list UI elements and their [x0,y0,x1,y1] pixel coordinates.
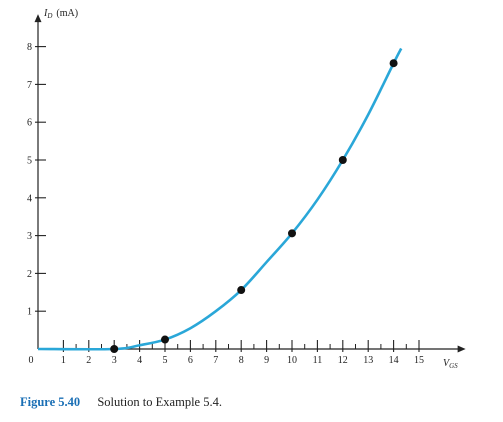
x-tick-label: 2 [86,355,91,366]
data-point [237,286,246,295]
x-tick-label: 4 [137,355,142,366]
x-ticks: 0 1 2 3 4 5 6 7 8 9 10 11 12 13 14 15 [29,340,424,366]
x-tick-label: 12 [338,355,348,366]
x-tick-label: 0 [29,355,34,366]
x-tick-label: 3 [112,355,117,366]
y-tick-label: 2 [27,269,32,280]
axes [34,14,466,353]
x-tick-label: 15 [414,355,424,366]
x-tick-label: 11 [313,355,323,366]
y-tick-label: 4 [27,193,32,204]
x-tick-label: 6 [188,355,193,366]
y-tick-label: 1 [27,307,32,318]
y-tick-label: 6 [27,118,32,129]
figure-number: Figure 5.40 [20,395,81,409]
x-tick-label: 14 [389,355,399,366]
y-axis-label: ID (mA) [43,8,78,20]
y-tick-label: 5 [27,156,32,167]
y-axis-arrow [34,14,42,23]
y-tick-label: 8 [27,42,32,53]
data-points [110,59,398,353]
x-tick-label: 9 [264,355,269,366]
figure-caption: Figure 5.40 Solution to Example 5.4. [20,395,222,410]
y-ticks: 1 2 3 4 5 6 7 8 [27,42,46,318]
x-tick-label: 5 [163,355,168,366]
x-tick-label: 7 [213,355,218,366]
x-axis-label: VGS [443,358,458,370]
transfer-curve [37,47,403,351]
y-tick-label: 7 [27,80,32,91]
x-tick-label: 1 [61,355,66,366]
y-tick-label: 3 [27,231,32,242]
x-tick-label: 13 [363,355,373,366]
caption-text: Solution to Example 5.4. [97,395,222,409]
data-point [288,229,296,238]
x-tick-label: 10 [287,355,297,366]
x-tick-label: 8 [239,355,244,366]
data-point [161,335,169,344]
data-point [338,156,347,164]
data-point [389,59,398,68]
x-axis-arrow [457,345,466,353]
data-point [110,345,119,353]
